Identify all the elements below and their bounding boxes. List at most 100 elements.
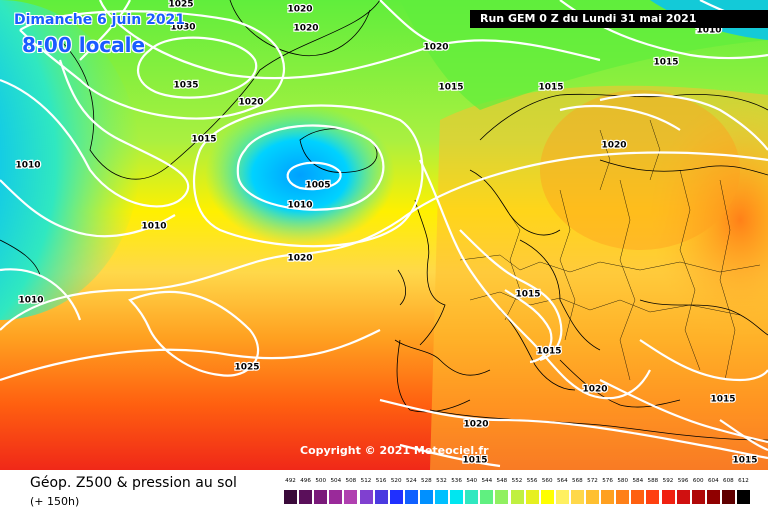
- scale-swatch: [404, 490, 418, 504]
- scale-swatch: [359, 490, 373, 504]
- isobar-label: 1030: [170, 23, 195, 33]
- isobar-label: 1010: [287, 201, 312, 211]
- scale-swatch: [374, 490, 388, 504]
- isobar-label: 1015: [191, 135, 216, 145]
- scale-level-label: 544: [481, 478, 493, 484]
- isobar-label: 1015: [515, 290, 540, 300]
- isobar-label: 1010: [15, 161, 40, 171]
- scale-level-label: 508: [345, 478, 357, 484]
- isobar-label: 1020: [287, 5, 312, 15]
- isobar-label: 1015: [438, 83, 463, 93]
- scale-swatch: [510, 490, 524, 504]
- scale-level-label: 512: [360, 478, 372, 484]
- scale-swatch: [344, 490, 358, 504]
- forecast-local-time: 8:00 locale: [22, 33, 146, 57]
- coastlines: [0, 0, 768, 441]
- scale-level-label: 552: [511, 478, 523, 484]
- isobar-label: 1020: [423, 43, 448, 53]
- isobar-label: 1015: [462, 456, 487, 466]
- isobar-label: 1020: [463, 420, 488, 430]
- scale-level-label: 572: [587, 478, 598, 484]
- isobar-label: 1025: [168, 0, 193, 10]
- scale-level-label: 556: [526, 478, 538, 484]
- scale-level-label: 604: [707, 478, 719, 484]
- scale-swatch: [465, 490, 479, 504]
- isobar-label: 1020: [238, 98, 263, 108]
- lead-time: (+ 150h): [30, 495, 80, 508]
- scale-level-label: 540: [466, 478, 478, 484]
- atlantic-low-field: [0, 0, 140, 320]
- scale-swatch: [631, 490, 645, 504]
- scale-swatch: [540, 490, 554, 504]
- scale-level-label: 496: [300, 478, 311, 484]
- scale-level-label: 568: [572, 478, 583, 484]
- scale-level-label: 560: [541, 478, 553, 484]
- isobar-label: 1015: [710, 395, 735, 405]
- scale-swatch: [389, 490, 403, 504]
- scale-swatch: [601, 490, 615, 504]
- scale-level-label: 504: [330, 478, 342, 484]
- scale-level-label: 516: [375, 478, 387, 484]
- scale-swatch: [314, 490, 328, 504]
- scale-swatch: [676, 490, 690, 504]
- scale-level-label: 576: [602, 478, 613, 484]
- scale-swatch: [419, 490, 433, 504]
- scale-level-label: 564: [556, 478, 568, 484]
- scale-level-label: 536: [451, 478, 462, 484]
- east-warm-core: [650, 100, 768, 340]
- color-scale: 492 496 500 504 508 512 516 520 524 528 532 536 540 5…: [284, 470, 754, 512]
- scale-swatch: [721, 490, 735, 504]
- scale-level-label: 580: [617, 478, 629, 484]
- isobar-label: 1015: [732, 456, 757, 466]
- scale-level-label: 548: [496, 478, 508, 484]
- scale-level-label: 524: [405, 478, 417, 484]
- scale-level-label: 528: [421, 478, 432, 484]
- copyright-notice: Copyright © 2021 Meteociel.fr: [300, 444, 489, 457]
- scale-swatch: [525, 490, 539, 504]
- isobar-label: 1015: [538, 83, 563, 93]
- legend-panel: Géop. Z500 & pression au sol (+ 150h) 49…: [0, 470, 768, 512]
- scale-swatch: [435, 490, 448, 504]
- scale-level-label: 492: [285, 478, 296, 484]
- scale-swatch: [737, 490, 750, 504]
- isobar-label: 1005: [305, 181, 330, 191]
- scale-swatch: [691, 490, 705, 504]
- scale-swatch: [284, 490, 297, 504]
- isobar-label: 1020: [582, 385, 607, 395]
- product-title: Géop. Z500 & pression au sol: [30, 475, 237, 491]
- scale-level-label: 520: [390, 478, 402, 484]
- isobar-label: 1015: [653, 58, 678, 68]
- scale-level-label: 532: [436, 478, 447, 484]
- scale-level-label: 592: [662, 478, 674, 484]
- isobar-label: 1015: [536, 347, 561, 357]
- scale-swatch: [646, 490, 660, 504]
- scale-swatch: [706, 490, 720, 504]
- scale-swatch: [661, 490, 675, 504]
- weather-map: 1025 1030 1020 1020 1010 1035 1020 1015 1020 1015…: [0, 0, 768, 470]
- scale-swatch: [329, 490, 343, 504]
- isobar-label: 1020: [601, 141, 626, 151]
- scale-swatch: [586, 490, 599, 504]
- pressure-labels: 1025 1030 1020 1020 1010 1035 1020 1015 1020 1015…: [14, 0, 758, 467]
- iceland-low-field: [205, 105, 395, 245]
- scale-swatch: [495, 490, 509, 504]
- isobar-label: 1010: [18, 296, 43, 306]
- scale-swatch: [555, 490, 569, 504]
- scale-swatch: [299, 490, 313, 504]
- scale-level-label: 596: [677, 478, 689, 484]
- scale-level-label: 500: [315, 478, 327, 484]
- scale-level-label: 600: [692, 478, 704, 484]
- scale-level-label: 612: [738, 478, 749, 484]
- scale-level-label: 608: [723, 478, 734, 484]
- isobar-label: 1035: [173, 81, 198, 91]
- forecast-date: Dimanche 6 juin 2021: [14, 12, 186, 28]
- scale-swatch: [480, 490, 494, 504]
- model-run-banner: Run GEM 0 Z du Lundi 31 mai 2021: [470, 10, 768, 28]
- country-borders: [459, 119, 761, 381]
- scale-level-label: 588: [647, 478, 659, 484]
- isobars: [0, 0, 768, 466]
- scale-level-label: 584: [632, 478, 644, 484]
- scale-swatch: [450, 490, 464, 504]
- isobar-label: 1025: [234, 363, 259, 373]
